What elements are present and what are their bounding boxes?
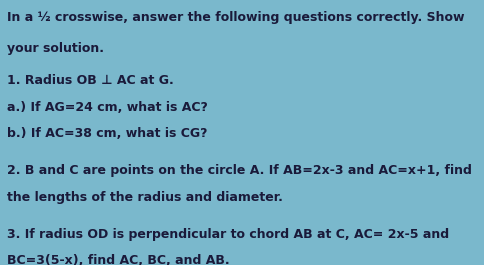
Text: your solution.: your solution. [7,42,104,55]
Text: 1. Radius OB ⊥ AC at G.: 1. Radius OB ⊥ AC at G. [7,74,174,87]
Text: a.) If AG=24 cm, what is AC?: a.) If AG=24 cm, what is AC? [7,101,208,114]
Text: In a ½ crosswise, answer the following questions correctly. Show: In a ½ crosswise, answer the following q… [7,11,465,24]
Text: b.) If AC=38 cm, what is CG?: b.) If AC=38 cm, what is CG? [7,127,208,140]
Text: BC=3(5-x), find AC, BC, and AB.: BC=3(5-x), find AC, BC, and AB. [7,254,230,265]
Text: the lengths of the radius and diameter.: the lengths of the radius and diameter. [7,191,283,204]
Text: 3. If radius OD is perpendicular to chord AB at C, AC= 2x-5 and: 3. If radius OD is perpendicular to chor… [7,228,449,241]
Text: 2. B and C are points on the circle A. If AB=2x-3 and AC=x+1, find: 2. B and C are points on the circle A. I… [7,164,472,177]
